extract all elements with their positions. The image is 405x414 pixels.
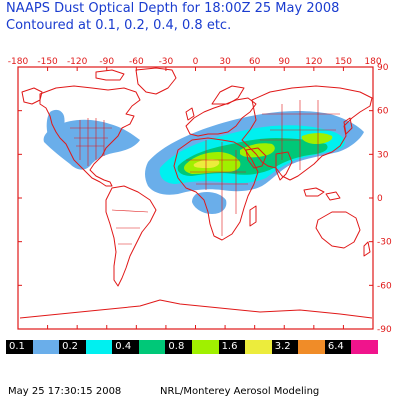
latitude-label: 60 bbox=[377, 107, 389, 117]
legend-swatch bbox=[32, 340, 60, 354]
dust-contour-0.1-atlantic bbox=[43, 119, 141, 170]
coastline-india bbox=[275, 151, 293, 181]
legend-swatch: 0.8 bbox=[165, 340, 193, 354]
longitude-label: 60 bbox=[249, 57, 261, 67]
legend-label: 0.1 bbox=[9, 341, 25, 352]
legend-swatch: 3.2 bbox=[271, 340, 299, 354]
coastline-indonesia bbox=[303, 187, 341, 201]
coastline-new-zealand bbox=[363, 241, 371, 257]
latitude-label: 30 bbox=[377, 150, 389, 160]
coastline-greenland bbox=[135, 67, 177, 95]
coastline-uk bbox=[185, 107, 195, 121]
coastlines bbox=[19, 67, 373, 319]
latitude-labels: 90 60 30 0 -30 -60 -90 bbox=[377, 63, 392, 335]
coastline-scandinavia bbox=[211, 85, 245, 105]
latitude-label: -60 bbox=[377, 281, 392, 291]
longitude-label: -30 bbox=[159, 57, 174, 67]
longitude-label: -120 bbox=[67, 57, 88, 67]
legend-swatch bbox=[298, 340, 326, 354]
longitude-ticks bbox=[17, 67, 374, 329]
legend-swatch: 0.1 bbox=[6, 340, 33, 354]
legend-swatch bbox=[351, 340, 379, 354]
latitude-label: -90 bbox=[377, 325, 392, 335]
coastline-madagascar bbox=[249, 205, 257, 227]
longitude-label: 0 bbox=[193, 57, 199, 67]
legend-label: 1.6 bbox=[221, 341, 238, 352]
country-borders-south-america bbox=[111, 209, 149, 245]
longitude-label: -90 bbox=[99, 57, 114, 67]
map-title: NAAPS Dust Optical Depth for 18:00Z 25 M… bbox=[6, 1, 340, 16]
longitude-label: 150 bbox=[335, 57, 352, 67]
latitude-ticks bbox=[18, 66, 373, 330]
longitude-label: 90 bbox=[279, 57, 291, 67]
legend-swatch bbox=[192, 340, 219, 354]
coastline-alaska bbox=[21, 87, 43, 105]
coastline-antarctica bbox=[19, 299, 373, 319]
state-borders bbox=[70, 118, 112, 166]
longitude-label: -150 bbox=[37, 57, 58, 67]
legend-label: 0.4 bbox=[115, 341, 132, 352]
longitude-label: 30 bbox=[219, 57, 231, 67]
legend-swatch: 1.6 bbox=[218, 340, 246, 354]
coastline-canada-islands bbox=[95, 69, 125, 81]
coastline-europe bbox=[185, 97, 257, 137]
longitude-label: 180 bbox=[364, 57, 381, 67]
dust-contour-1.6 bbox=[193, 159, 220, 168]
country-borders-asia bbox=[260, 100, 340, 170]
longitude-label: -180 bbox=[8, 57, 29, 67]
country-borders-africa bbox=[186, 140, 248, 236]
dust-contour-0.1-indian bbox=[192, 192, 227, 214]
legend-swatch: 6.4 bbox=[324, 340, 352, 354]
dust-contour-0.1-pacific bbox=[46, 109, 65, 144]
legend-label: 0.8 bbox=[168, 341, 185, 352]
legend-swatch: 0.2 bbox=[59, 340, 87, 354]
legend-swatch bbox=[245, 340, 273, 354]
coastline-arabia bbox=[245, 147, 267, 169]
legend-label: 6.4 bbox=[327, 341, 344, 352]
credit-text: NRL/Monterey Aerosol Modeling bbox=[160, 386, 320, 397]
legend-swatch: 0.4 bbox=[112, 340, 140, 354]
latitude-label: 0 bbox=[377, 194, 383, 204]
dust-contour-0.8-china bbox=[301, 133, 333, 144]
latitude-label: -30 bbox=[377, 238, 392, 248]
longitude-labels: -180 -150 -120 -90 -60 -30 0 30 60 90 120 150 180 bbox=[8, 57, 382, 67]
legend-swatch bbox=[138, 340, 166, 354]
coastline-south-america bbox=[105, 185, 157, 287]
coastline-north-america bbox=[39, 85, 141, 187]
legend-label: 0.2 bbox=[62, 341, 79, 352]
legend-swatch bbox=[85, 340, 113, 354]
latitude-label: 90 bbox=[377, 63, 389, 73]
coastline-australia bbox=[315, 211, 361, 249]
legend-label: 3.2 bbox=[274, 341, 291, 352]
coastline-japan bbox=[343, 117, 353, 135]
longitude-label: -60 bbox=[129, 57, 144, 67]
coastline-africa bbox=[173, 137, 259, 241]
longitude-label: 120 bbox=[305, 57, 322, 67]
map-subtitle: Contoured at 0.1, 0.2, 0.4, 0.8 etc. bbox=[6, 18, 232, 33]
timestamp-text: May 25 17:30:15 2008 bbox=[8, 386, 122, 397]
